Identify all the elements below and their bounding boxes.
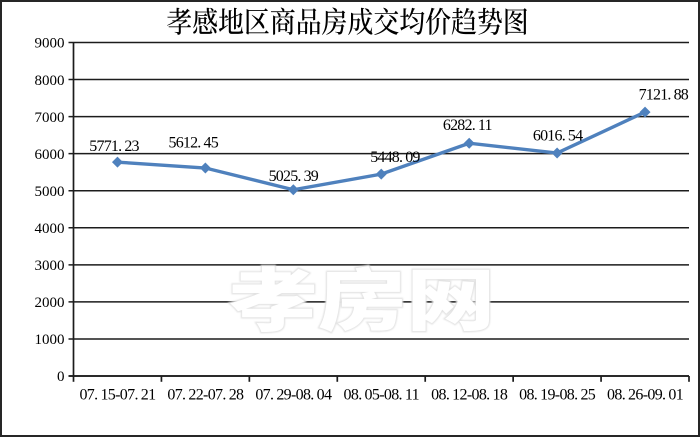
svg-text:5000: 5000 (35, 184, 65, 200)
svg-text:7000: 7000 (35, 110, 65, 126)
svg-text:07.15-07.21: 07. 15-07. 21 (79, 387, 156, 404)
svg-text:5612.45: 5612. 45 (169, 135, 219, 152)
svg-text:5025.39: 5025. 39 (269, 168, 319, 185)
svg-text:08.26-09.01: 08. 26-09. 01 (607, 387, 684, 404)
svg-text:6016.54: 6016. 54 (533, 128, 583, 145)
svg-text:6000: 6000 (35, 147, 65, 163)
svg-text:9000: 9000 (35, 36, 65, 52)
svg-text:5771.23: 5771. 23 (89, 138, 139, 155)
svg-text:4000: 4000 (35, 221, 65, 237)
svg-text:0: 0 (57, 369, 65, 385)
svg-text:08.12-08.18: 08. 12-08. 18 (431, 387, 508, 404)
svg-text:3000: 3000 (35, 258, 65, 274)
svg-text:08.05-08.11: 08. 05-08. 11 (344, 387, 420, 404)
svg-text:6282.11: 6282. 11 (443, 117, 493, 134)
svg-text:07.22-07.28: 07. 22-07. 28 (167, 387, 244, 404)
svg-text:8000: 8000 (35, 73, 65, 89)
svg-text:5448.09: 5448. 09 (370, 149, 420, 166)
svg-text:08.19-08.25: 08. 19-08. 25 (519, 387, 596, 404)
svg-text:2000: 2000 (35, 295, 65, 311)
svg-text:7121.88: 7121. 88 (639, 87, 689, 104)
svg-text:1000: 1000 (35, 332, 65, 348)
svg-text:07.29-08.04: 07. 29-08. 04 (255, 387, 332, 404)
